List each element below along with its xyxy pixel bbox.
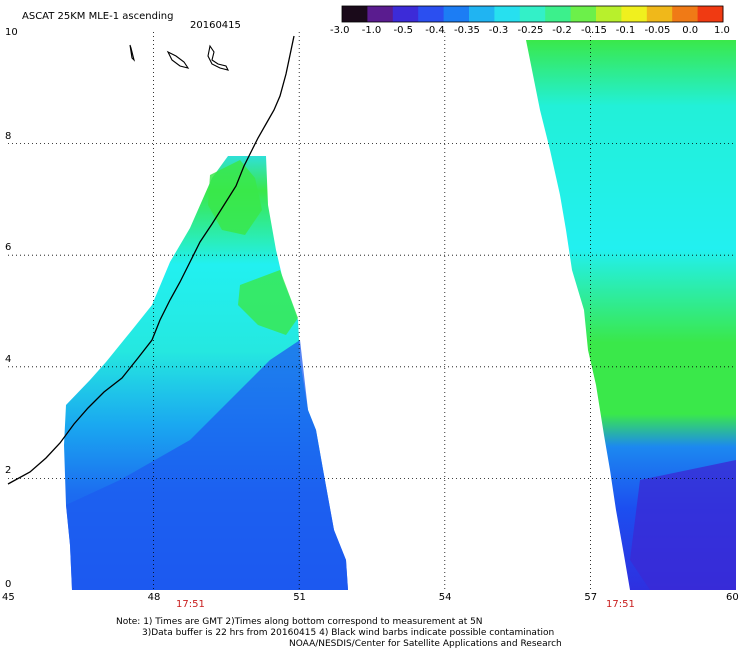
colorbar-tick-label: -0.5: [393, 25, 414, 36]
map-grid: [8, 32, 736, 590]
swath-time-left: 17:51: [176, 599, 205, 610]
colorbar-swatch: [418, 6, 445, 22]
colorbar-tick-label: -0.2: [552, 25, 572, 36]
colorbar-tick-label: -1.0: [361, 25, 382, 36]
colorbar-tick-label: -0.4: [425, 25, 445, 36]
colorbar-tick-label: -0.25: [517, 25, 544, 36]
colorbar-swatch: [342, 6, 368, 22]
colorbar-frame: [341, 5, 724, 23]
colorbar-swatch: [646, 6, 673, 22]
x-tick-label: 48: [147, 592, 161, 603]
island-3: [207, 44, 230, 71]
y-tick-label: 8: [5, 130, 12, 142]
colorbar-swatch: [570, 6, 597, 22]
x-tick-label: 54: [438, 592, 452, 603]
map-title: ASCAT 25KM MLE-1 ascending: [22, 11, 174, 22]
colorbar-tick-label: -3.0: [330, 25, 350, 36]
colorbar-swatch: [367, 6, 394, 22]
right-swath-low-region: [630, 460, 736, 590]
colorbar-swatch: [392, 6, 419, 22]
colorbar-swatch: [443, 6, 470, 22]
colorbar-swatch: [545, 6, 572, 22]
colorbar-swatch: [469, 6, 495, 22]
left-swath-high-region: [208, 160, 262, 235]
colorbar-tick-label: -0.35: [454, 25, 480, 36]
colorbar-swatch: [672, 6, 699, 22]
colorbar-swatch: [519, 6, 546, 22]
map-date: 20160415: [190, 20, 241, 31]
y-tick-label: 10: [5, 27, 18, 38]
footer-note-1: Note: 1) Times are GMT 2)Times along bot…: [116, 617, 483, 627]
colorbar-tick-label: 1.0: [714, 25, 730, 36]
y-tick-label: 6: [5, 242, 12, 254]
colorbar-tick-label: -0.15: [581, 25, 607, 36]
left-swath-high-region-2: [238, 270, 298, 335]
x-tick-label: 60: [726, 592, 739, 603]
footer-note-3: NOAA/NESDIS/Center for Satellite Applica…: [289, 639, 562, 649]
colorbar: [341, 5, 724, 23]
y-tick-label: 2: [5, 465, 12, 477]
island-2: [166, 50, 190, 69]
colorbar-swatch: [596, 6, 622, 22]
swath-time-right: 17:51: [606, 599, 635, 610]
colorbar-swatch: [621, 6, 648, 22]
x-tick-label: 57: [584, 592, 598, 603]
colorbar-tick-label: -0.05: [644, 25, 671, 36]
x-tick-label: 51: [293, 592, 306, 603]
colorbar-swatch: [494, 6, 521, 22]
colorbar-tick-label: -0.3: [488, 25, 509, 36]
island-1: [129, 44, 136, 62]
left-swath-low-region: [66, 340, 348, 590]
right-swath: [526, 40, 736, 590]
y-tick-label: 0: [5, 579, 12, 590]
x-tick-label: 45: [2, 592, 15, 603]
colorbar-tick-label: 0.0: [682, 25, 699, 36]
y-tick-label: 4: [5, 353, 12, 365]
footer-note-2: 3)Data buffer is 22 hrs from 20160415 4)…: [142, 628, 555, 638]
colorbar-tick-label: -0.1: [615, 25, 636, 36]
colorbar-swatch: [697, 6, 724, 22]
coastline: [7, 35, 295, 485]
